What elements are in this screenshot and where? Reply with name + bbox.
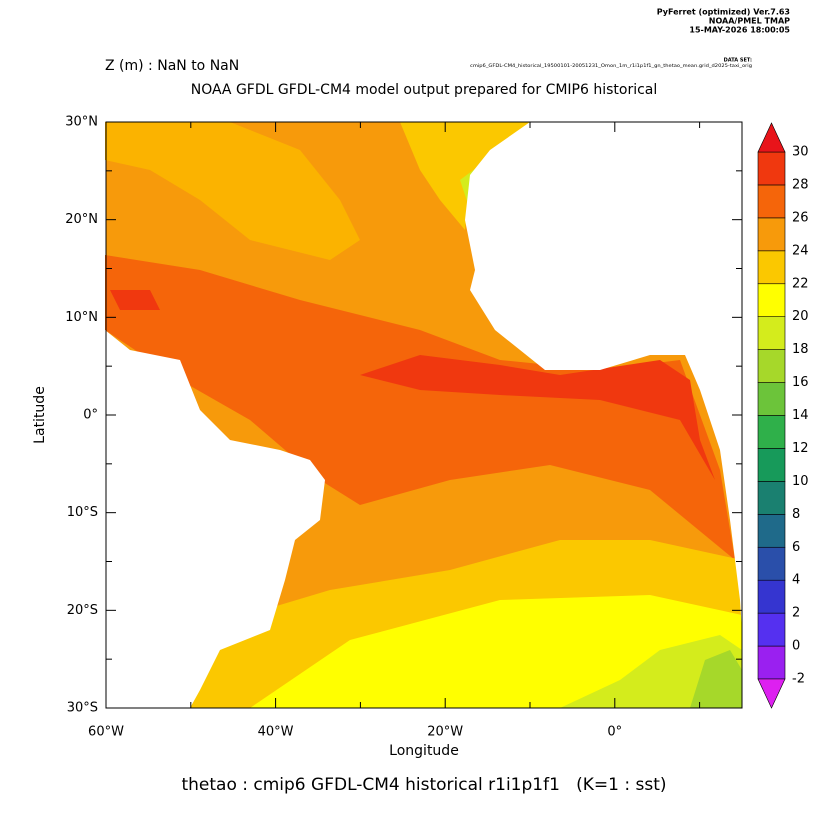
colorbar-band bbox=[757, 283, 786, 317]
land-africa bbox=[465, 122, 742, 630]
field-region bbox=[110, 290, 160, 310]
colorbar-label: 4 bbox=[792, 573, 800, 588]
colorbar-label: 28 bbox=[792, 177, 809, 192]
dataset-label: DATA SET: bbox=[724, 58, 752, 64]
colorbar-label: 10 bbox=[792, 474, 809, 489]
land-south-america bbox=[105, 330, 325, 708]
colorbar-band bbox=[757, 481, 786, 515]
axes: 60°W 40°W 20°W 0° 30°N 20°N 10°N 0° 10°S 20°S 30°S bbox=[65, 115, 742, 740]
colorbar-label: 0 bbox=[792, 639, 800, 654]
colorbar-label: 12 bbox=[792, 441, 809, 456]
x-tick-label: 40°W bbox=[258, 725, 294, 740]
colorbar-band bbox=[757, 151, 786, 186]
x-tick-label: 0° bbox=[607, 725, 622, 740]
colorbar-band bbox=[757, 448, 786, 482]
colorbar-label: 2 bbox=[792, 606, 800, 621]
field-region bbox=[105, 122, 360, 260]
colorbar-band bbox=[757, 514, 786, 548]
x-tick-label: 20°W bbox=[427, 725, 463, 740]
caption: thetao : cmip6 GFDL-CM4 historical r1i1p… bbox=[181, 775, 666, 795]
y-tick-label: 10°N bbox=[65, 310, 98, 325]
title: NOAA GFDL GFDL-CM4 model output prepared… bbox=[191, 82, 658, 98]
header-line: NOAA/PMEL TMAP bbox=[709, 17, 790, 26]
colorbar-band bbox=[757, 546, 786, 581]
colorbar-label: 22 bbox=[792, 276, 809, 291]
field-region bbox=[360, 355, 715, 480]
y-tick-label: 0° bbox=[83, 408, 98, 423]
colorbar-over bbox=[757, 122, 786, 153]
field-region bbox=[105, 255, 735, 560]
x-axis-label: Longitude bbox=[389, 743, 459, 759]
colorbar-band bbox=[757, 316, 786, 350]
colorbar-label: 20 bbox=[792, 309, 809, 324]
colorbar-band bbox=[757, 579, 786, 614]
colorbar-band bbox=[757, 250, 786, 285]
colorbar-label: 24 bbox=[792, 243, 809, 258]
y-tick-label: 20°N bbox=[65, 212, 98, 227]
y-tick-label: 10°S bbox=[67, 505, 98, 520]
colorbar-label: 30 bbox=[792, 145, 809, 160]
colorbar-band bbox=[757, 612, 786, 647]
colorbar-label: 14 bbox=[792, 408, 809, 423]
colorbar-under bbox=[757, 678, 786, 709]
y-tick-label: 30°N bbox=[65, 115, 98, 130]
colorbar-band bbox=[757, 415, 786, 449]
y-axis-label: Latitude bbox=[32, 386, 48, 444]
colorbar-label: 16 bbox=[792, 375, 809, 390]
colorbar-band bbox=[757, 645, 786, 680]
field-region bbox=[690, 650, 742, 708]
y-tick-label: 30°S bbox=[67, 701, 98, 716]
colorbar-label: 6 bbox=[792, 540, 800, 555]
colorbar-band bbox=[757, 349, 786, 383]
colorbar-band bbox=[757, 382, 786, 416]
colorbar-label: 18 bbox=[792, 342, 809, 357]
y-tick-label: 20°S bbox=[67, 603, 98, 618]
colorbar-label: 8 bbox=[792, 507, 800, 522]
colorbar-label: -2 bbox=[792, 672, 805, 687]
subtitle: Z (m) : NaN to NaN bbox=[105, 58, 239, 74]
dataset-name: cmip6_GFDL-CM4_historical_19500101-20051… bbox=[470, 63, 753, 68]
x-tick-label: 60°W bbox=[88, 725, 124, 740]
colorbar-label: 26 bbox=[792, 210, 809, 225]
field-region bbox=[250, 595, 742, 708]
colorbar-band bbox=[757, 184, 786, 219]
colorbar-band bbox=[757, 217, 786, 252]
header-line: 15-MAY-2026 18:00:05 bbox=[689, 26, 790, 35]
header-line: PyFerret (optimized) Ver.7.63 bbox=[657, 8, 790, 17]
map-field bbox=[105, 122, 742, 708]
